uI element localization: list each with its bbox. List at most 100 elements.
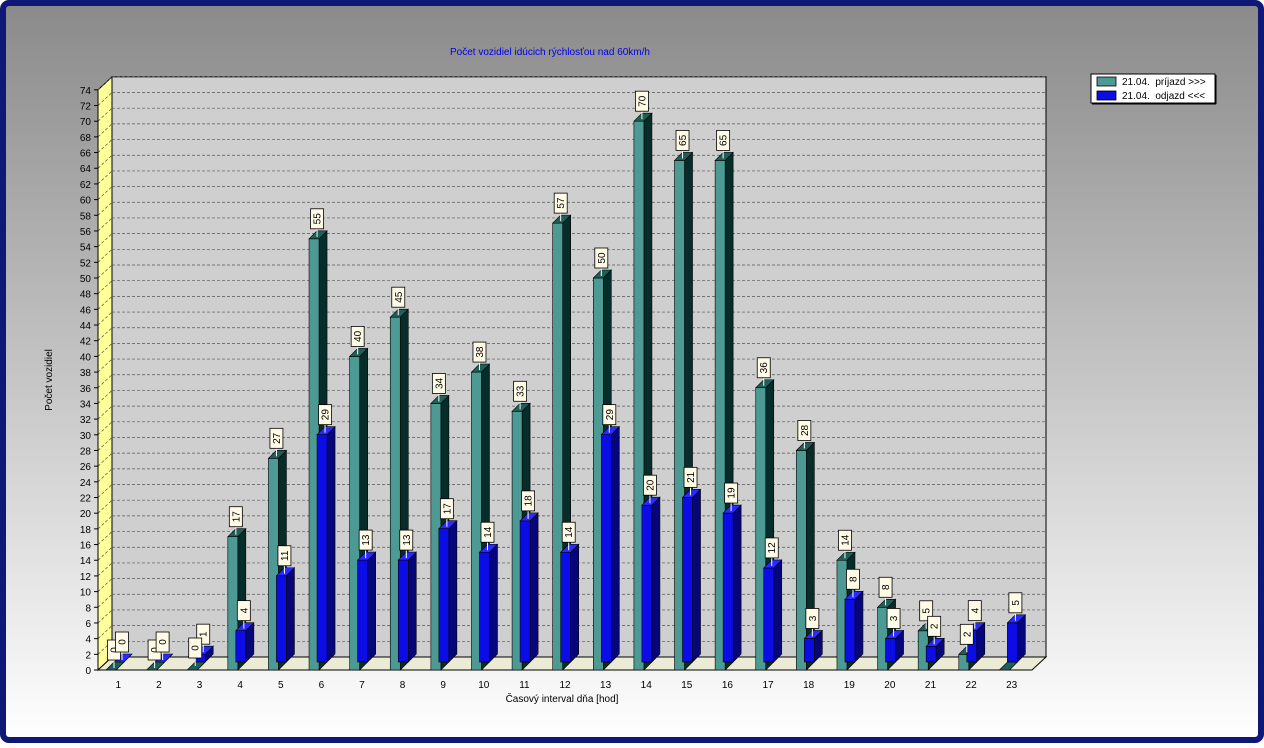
data-label-box — [594, 247, 609, 269]
gridline-wall — [97, 594, 113, 608]
data-label-odjazd: 14 — [483, 526, 494, 538]
data-label-extra: 0 — [191, 645, 202, 651]
data-label-odjazd: 11 — [280, 550, 291, 561]
bar-odjazd — [519, 512, 539, 663]
gridline-wall — [97, 76, 113, 91]
data-label-odjazd: 4 — [970, 607, 981, 613]
x-tick-label: 3 — [197, 680, 203, 691]
data-label-prijazd: 40 — [353, 330, 364, 342]
x-tick-label: 19 — [844, 680, 856, 691]
y-tick-label: 44 — [80, 321, 92, 332]
data-label-box — [602, 404, 617, 426]
legend: 21.04. príjazd >>> 21.04. odjazd <<< — [1090, 73, 1217, 105]
gridline-wall — [97, 531, 113, 545]
data-label-box — [358, 529, 373, 551]
data-label-box — [716, 129, 731, 151]
bar-odjazd — [1006, 614, 1027, 663]
legend-label-odjazd: 21.04. odjazd <<< — [1122, 91, 1205, 102]
data-label-box — [683, 466, 698, 488]
data-label-prijazd: 36 — [759, 362, 770, 374]
data-label-prijazd: 28 — [800, 424, 811, 436]
data-label-box — [318, 404, 332, 426]
data-label-odjazd: 0 — [118, 639, 129, 645]
y-tick-label: 64 — [80, 164, 92, 175]
data-label-prijazd: 14 — [840, 534, 851, 546]
y-tick-label: 38 — [80, 368, 92, 379]
y-tick-label: 0 — [85, 666, 91, 677]
data-label-odjazd: 3 — [808, 615, 819, 621]
x-tick-label: 11 — [519, 680, 530, 691]
y-tick-label: 70 — [80, 117, 92, 128]
data-label-box — [399, 529, 414, 551]
y-tick-label: 74 — [80, 86, 92, 97]
bar-odjazd — [397, 551, 417, 663]
gridline-wall — [97, 515, 113, 530]
y-tick-label: 8 — [85, 603, 91, 614]
data-label-odjazd: 1 — [199, 631, 210, 637]
data-label-odjazd: 14 — [564, 526, 575, 538]
data-label-box — [553, 192, 568, 214]
y-tick-label: 66 — [80, 149, 92, 160]
x-tick-label: 6 — [319, 680, 325, 691]
gridline-wall — [97, 170, 113, 185]
bar-odjazd — [884, 629, 905, 663]
gridline-wall — [97, 217, 113, 232]
x-tick-label: 23 — [1006, 680, 1018, 691]
gridline-wall — [97, 546, 113, 561]
data-label-box — [439, 498, 454, 520]
data-label-box — [967, 600, 982, 622]
gridline-wall — [97, 107, 113, 122]
y-tick-label: 68 — [80, 133, 92, 144]
x-tick-label: 4 — [237, 680, 243, 691]
data-label-odjazd: 29 — [321, 409, 332, 421]
gridline-wall — [97, 421, 113, 436]
y-tick-label: 62 — [80, 180, 92, 191]
data-label-prijazd: 17 — [231, 511, 242, 523]
gridline-wall — [97, 202, 113, 216]
x-tick-label: 7 — [359, 680, 365, 691]
data-label-box — [228, 506, 243, 528]
y-tick-label: 30 — [80, 431, 92, 442]
x-tick-label: 1 — [116, 680, 122, 691]
gridline-wall — [97, 468, 113, 483]
data-label-odjazd: 20 — [645, 479, 656, 491]
gridline-wall — [97, 343, 113, 357]
data-label-prijazd: 27 — [272, 432, 283, 444]
y-tick-label: 36 — [80, 384, 92, 395]
gridline-wall — [97, 233, 113, 247]
gridline-wall — [97, 186, 113, 200]
gridline-wall — [97, 311, 113, 326]
data-label-box — [927, 615, 942, 637]
data-label-prijazd: 5 — [922, 608, 933, 614]
data-label-box — [878, 576, 893, 598]
data-label-box — [635, 90, 649, 112]
legend-swatch-prijazd — [1096, 76, 1117, 87]
data-label-box — [1008, 592, 1023, 614]
x-tick-label: 21 — [925, 680, 937, 691]
y-tick-label: 32 — [80, 415, 92, 426]
y-tick-label: 24 — [80, 478, 92, 489]
data-label-box — [675, 129, 690, 151]
data-label-odjazd: 0 — [158, 639, 169, 645]
data-label-box — [846, 568, 860, 590]
x-tick-label: 20 — [884, 680, 896, 691]
data-label-box — [724, 482, 739, 504]
y-tick-label: 12 — [80, 572, 92, 583]
data-label-box — [472, 341, 487, 363]
data-label-prijazd: 8 — [881, 584, 892, 590]
y-tick-label: 6 — [85, 619, 91, 630]
x-tick-label: 17 — [762, 680, 774, 691]
data-label-box — [919, 600, 934, 622]
data-label-box — [431, 373, 446, 394]
data-label-odjazd: 3 — [889, 615, 900, 621]
bar-odjazd — [641, 496, 661, 663]
data-label-box — [805, 608, 820, 629]
data-label-prijazd: 34 — [434, 377, 445, 389]
gridline-wall — [97, 139, 113, 153]
y-tick-label: 56 — [80, 227, 92, 238]
gridline-wall — [97, 390, 113, 404]
bar-odjazd — [600, 425, 621, 663]
data-label-box — [480, 521, 495, 543]
y-tick-label: 26 — [80, 462, 92, 473]
